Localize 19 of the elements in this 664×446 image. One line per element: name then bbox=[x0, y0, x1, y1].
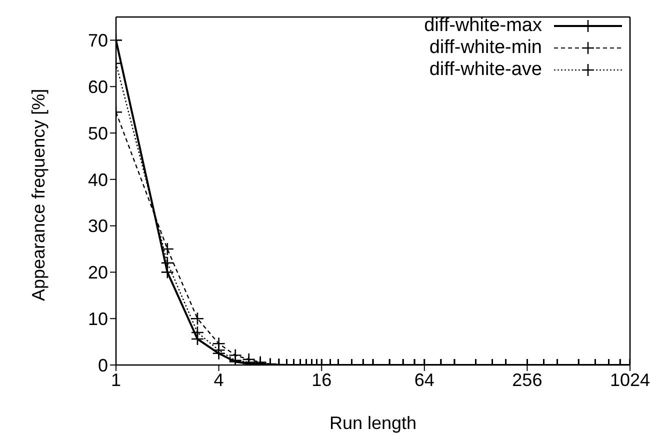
y-tick-label: 20 bbox=[88, 262, 108, 283]
y-tick-label: 10 bbox=[88, 308, 108, 329]
y-tick-label: 70 bbox=[88, 30, 108, 51]
x-tick-label: 16 bbox=[312, 370, 332, 390]
x-tick-label: 1 bbox=[110, 370, 122, 390]
x-tick-label: 64 bbox=[414, 370, 434, 390]
y-tick-label: 50 bbox=[88, 123, 108, 144]
x-tick-label: 256 bbox=[512, 370, 542, 390]
y-tick-label: 40 bbox=[88, 170, 108, 190]
legend-label: diff-white-min bbox=[429, 37, 542, 59]
y-tick-label: 60 bbox=[88, 76, 108, 97]
legend-label: diff-white-ave bbox=[429, 59, 542, 81]
y-axis-title: Appearance frequency [%] bbox=[28, 88, 48, 301]
legend-label: diff-white-max bbox=[424, 15, 542, 37]
y-tick-label: 0 bbox=[98, 355, 108, 376]
x-axis-title: Run length bbox=[329, 413, 417, 433]
x-tick-label: 1024 bbox=[610, 370, 650, 390]
y-tick-label: 30 bbox=[88, 216, 108, 236]
x-tick-label: 4 bbox=[214, 370, 224, 390]
